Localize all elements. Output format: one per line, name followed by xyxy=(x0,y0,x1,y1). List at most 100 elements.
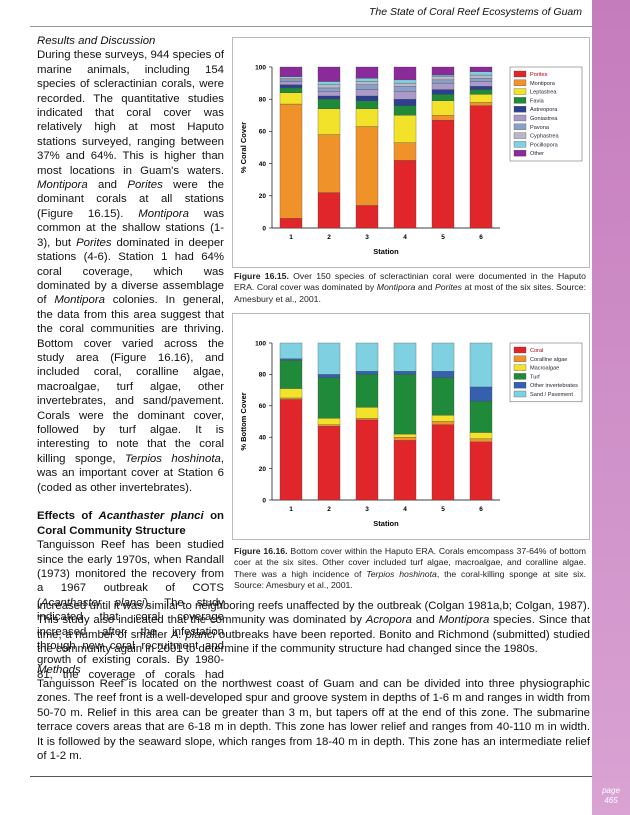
running-header: The State of Coral Reef Ecosystems of Gu… xyxy=(368,6,582,18)
bar-segment xyxy=(317,108,341,135)
y-tick-label: 20 xyxy=(259,193,267,200)
bar-segment xyxy=(317,377,341,419)
italic-text: Montipora xyxy=(438,614,490,627)
bar-segment xyxy=(279,103,303,219)
text-run: ). The study indicated that coral covera… xyxy=(37,596,224,681)
x-tick-label: 3 xyxy=(365,506,369,513)
text-run: colonies. In general, the data from this… xyxy=(37,294,224,465)
bar-segment xyxy=(469,81,493,87)
y-tick-label: 20 xyxy=(259,466,267,473)
page-label: page xyxy=(602,786,620,795)
bar-segment xyxy=(431,371,455,378)
bar-segment xyxy=(279,218,303,229)
text-run: Bottom cover within the Haputo ERA. Cora… xyxy=(234,546,586,579)
header-rule xyxy=(30,26,592,27)
italic-text: Terpios hoshinota xyxy=(366,568,437,579)
legend-swatch xyxy=(513,123,527,130)
y-axis-label: % Coral Cover xyxy=(239,122,248,173)
bar-segment xyxy=(355,84,379,90)
italic-text: Porites xyxy=(76,236,112,249)
bar-segment xyxy=(317,91,341,97)
bar-segment xyxy=(431,377,455,416)
bar-segment xyxy=(317,192,341,229)
legend-label: Porites xyxy=(530,72,548,78)
bar-segment xyxy=(431,415,455,422)
legend-swatch xyxy=(513,106,527,113)
bar-segment xyxy=(317,424,341,427)
legend-swatch xyxy=(513,390,527,398)
bar-segment xyxy=(355,78,379,82)
bar-segment xyxy=(393,115,417,143)
bar-segment xyxy=(393,440,417,501)
y-tick-label: 60 xyxy=(259,403,267,410)
x-tick-label: 6 xyxy=(479,234,483,241)
italic-text: Acanthaster planci xyxy=(98,510,204,523)
full-width-text: increased until it was similar to neighb… xyxy=(37,599,590,763)
bar-segment xyxy=(393,82,417,87)
bar-segment xyxy=(431,115,455,121)
x-tick-label: 2 xyxy=(327,234,331,241)
paragraph: Tanguisson Reef is located on the northw… xyxy=(37,677,590,763)
bar-segment xyxy=(469,400,493,433)
y-tick-label: 100 xyxy=(255,340,266,347)
bar-segment xyxy=(469,66,493,72)
section-heading: Effects of Acanthaster planci on Coral C… xyxy=(37,509,224,538)
sidebar xyxy=(592,0,630,815)
bar-segment xyxy=(279,360,303,389)
bar-segment xyxy=(355,126,379,206)
legend-swatch xyxy=(513,79,527,86)
bar-segment xyxy=(317,87,341,92)
legend-label: Turf xyxy=(530,374,540,380)
bar-segment xyxy=(355,374,379,408)
legend-label: Favia xyxy=(530,98,545,104)
text-run: on Coral Community Structure xyxy=(37,510,224,537)
text-run: were the dominant corals at all stations… xyxy=(37,179,224,220)
figure-label: Figure 16.16. xyxy=(234,546,288,556)
bar-segment xyxy=(469,438,493,443)
paragraph: During these surveys, 944 species of mar… xyxy=(37,48,224,495)
italic-text: Porites xyxy=(127,179,163,192)
bar-segment xyxy=(279,399,303,501)
caption-text: Over 150 species of scleractinian coral … xyxy=(234,271,586,304)
figure-caption: Figure 16.16. Bottom cover within the Ha… xyxy=(234,546,586,591)
x-tick-label: 5 xyxy=(441,506,445,513)
bar-segment xyxy=(279,87,303,93)
section-heading: Results and Discussion xyxy=(37,35,156,47)
page-number: page 465 xyxy=(592,786,630,806)
text-run: During these surveys, 944 species of mar… xyxy=(37,49,224,177)
bar-segment xyxy=(279,388,303,399)
bar-segment xyxy=(431,100,455,116)
bar-segment xyxy=(393,342,417,372)
text-run: Over 150 species of scleractinian coral … xyxy=(234,271,586,293)
legend-label: Sand / Pavement xyxy=(530,392,573,398)
x-tick-label: 6 xyxy=(479,506,483,513)
chart-coral-cover: 0 20 40 60 80 100 1 2 3 4 5 6 Station % Coral Cover Po… xyxy=(232,37,590,268)
text-run: Effects of xyxy=(37,510,99,523)
text-run: Tanguisson Reef has been studied since t… xyxy=(37,539,224,609)
legend-label: Leptastrea xyxy=(530,90,557,96)
bar-segment xyxy=(469,89,493,95)
page-number-value: 465 xyxy=(604,796,618,805)
bar-segment xyxy=(317,81,341,85)
bar-segment xyxy=(279,78,303,81)
bar-segment xyxy=(355,100,379,110)
legend-label: Other xyxy=(530,151,544,157)
caption-text: Bottom cover within the Haputo ERA. Cora… xyxy=(234,546,586,590)
bar-segment xyxy=(393,371,417,375)
legend-swatch xyxy=(513,382,527,389)
paragraph: increased until it was similar to neighb… xyxy=(37,599,590,657)
bar-segment xyxy=(317,418,341,425)
bar-segment xyxy=(393,66,417,81)
legend-label: Coral xyxy=(530,348,543,354)
italic-text: Acropora xyxy=(365,614,412,627)
legend-swatch xyxy=(513,141,527,148)
legend-label: Pocillopora xyxy=(530,142,559,148)
left-column: Results and Discussion During these surv… xyxy=(37,34,224,682)
legend-swatch xyxy=(513,132,527,139)
legend-label: Astreopora xyxy=(530,107,558,113)
bar-segment xyxy=(393,86,417,92)
bar-segment xyxy=(393,105,417,116)
bar-segment xyxy=(431,342,455,372)
bar-segment xyxy=(279,66,303,77)
bar-segment xyxy=(355,108,379,127)
